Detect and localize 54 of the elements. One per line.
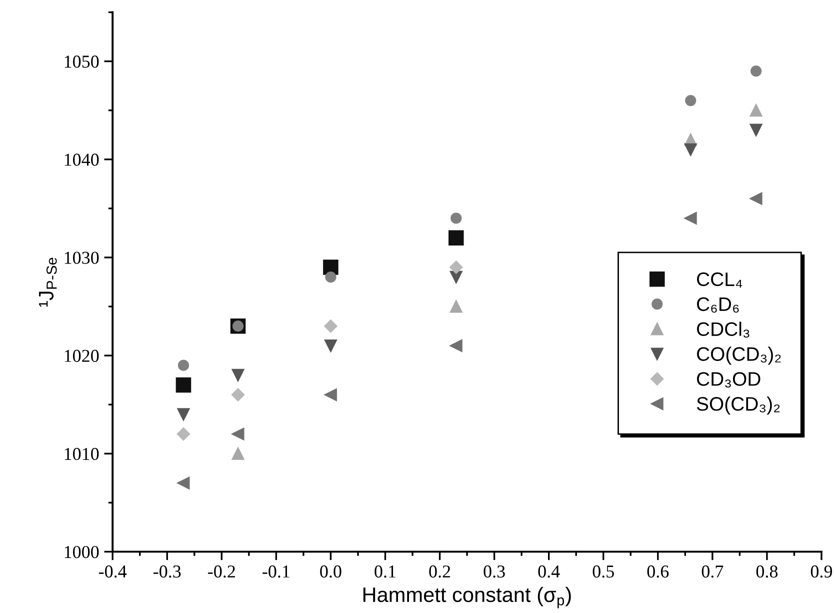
x-axis-title: Hammett constant (σ$_{p}$) (363, 586, 571, 608)
point (750, 66, 762, 77)
point (450, 260, 463, 274)
y-tick-label: 1000 (64, 546, 99, 558)
x-tick-label: -0.4 (98, 565, 127, 578)
x-tick-label: 0.1 (374, 565, 396, 578)
point (750, 124, 762, 136)
point (232, 368, 244, 382)
y-tick-label: 1050 (64, 56, 99, 68)
point (178, 360, 190, 371)
point (323, 260, 338, 275)
point (450, 339, 462, 352)
x-tick-label: 0.8 (756, 565, 778, 578)
point (750, 192, 762, 205)
point (685, 94, 696, 106)
point (325, 272, 336, 283)
x-tick-label: -0.2 (208, 565, 235, 578)
point (684, 143, 697, 156)
point (324, 388, 337, 402)
y-tick-label: 1020 (64, 350, 99, 362)
y-tick-label: 1010 (64, 448, 99, 460)
x-tick-label: 0.3 (484, 565, 505, 578)
point (450, 300, 462, 313)
legend-label: CDCl₃ (697, 322, 750, 338)
point (324, 339, 337, 352)
point (231, 388, 245, 402)
point (750, 104, 762, 117)
y-tick-label: 1040 (64, 154, 99, 166)
point (324, 320, 338, 333)
point (450, 212, 462, 224)
x-tick-label: 0.4 (538, 565, 560, 578)
y-tick-label: 1030 (64, 252, 99, 264)
x-tick-label: 0.2 (429, 565, 450, 578)
x-tick-label: 0.5 (592, 565, 614, 578)
x-tick-label: -0.1 (262, 565, 290, 578)
point (177, 408, 190, 421)
legend-label: C₆D₆ (697, 297, 739, 313)
legend-label: CD₃OD (697, 372, 760, 388)
legend-label: CO(CD₃)₂ (697, 346, 781, 365)
point (232, 428, 244, 440)
x-tick-label: 0.6 (647, 565, 669, 578)
point (177, 476, 190, 490)
legend-label: CCL₄ (697, 272, 742, 288)
x-tick-label: -0.3 (154, 565, 181, 578)
point (448, 230, 464, 246)
legend-label: SO(CD₃)₂ (696, 396, 780, 415)
point (684, 212, 697, 224)
point (232, 447, 244, 460)
x-tick-label: 0.9 (810, 565, 832, 578)
point (176, 427, 190, 441)
point (176, 377, 192, 393)
y-axis-title: ¹J$_{P-Se}$ (39, 258, 57, 307)
x-tick-label: 0.0 (320, 565, 342, 578)
x-tick-label: 0.7 (702, 565, 724, 578)
